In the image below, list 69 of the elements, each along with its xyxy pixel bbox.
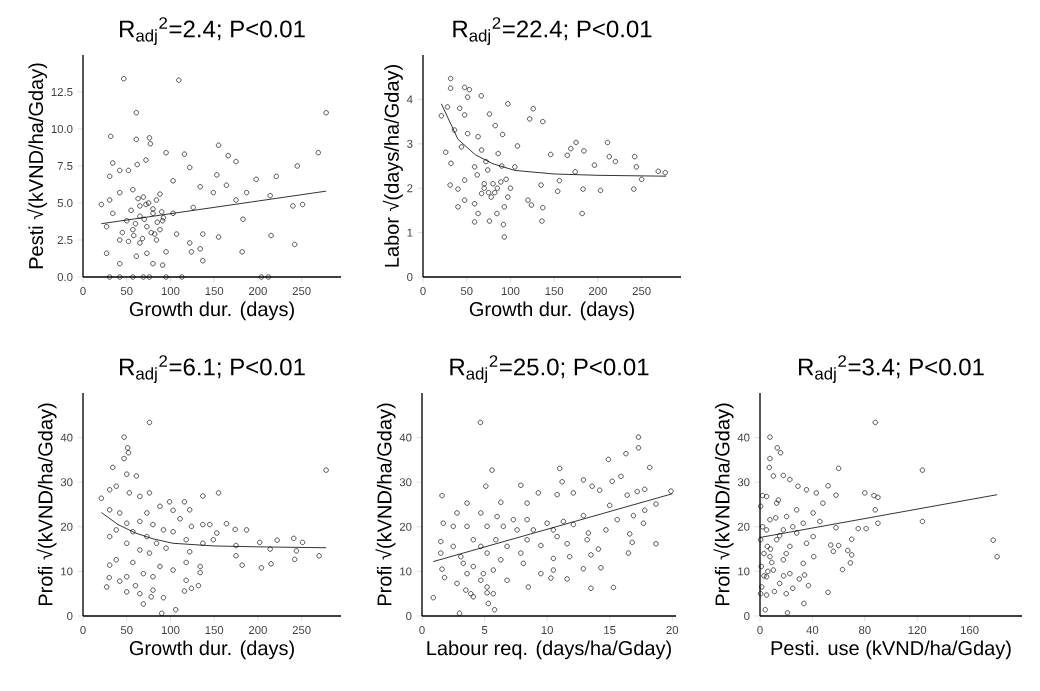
x-tick-label: 250: [292, 626, 311, 635]
x-tick-label: 15: [604, 626, 616, 634]
y-axis-title: Pesti √(kVND/ha/Gday): [27, 63, 48, 269]
chart-title: R$_{adj}$$^{2}$=25.0; P<0.01: [450, 355, 649, 383]
y-tick-label: 2.5: [57, 235, 73, 244]
x-tick-label: 0: [420, 287, 426, 296]
y-tick-label: 30: [399, 478, 412, 487]
y-tick-label: 10: [400, 567, 412, 576]
x-tick-label: 10: [541, 626, 553, 635]
y-tick-label: 0: [406, 611, 412, 620]
chart-title: R$_{adj}$$^{2}$=22.4; P<0.01: [453, 17, 652, 45]
y-axis-title: Labor √(days/ha/Gday): [382, 65, 403, 267]
x-tick-label: 0: [80, 626, 86, 635]
x-tick-label: 0: [419, 626, 425, 635]
x-tick-label: 150: [205, 287, 224, 296]
x-axis-title: Growth dur. (days): [129, 640, 294, 660]
x-tick-label: 80: [859, 626, 871, 635]
x-tick-label: 200: [249, 287, 267, 296]
x-axis-title: Pesti. use (kVND/ha/Gday): [771, 640, 1011, 660]
x-axis-title: Growth dur. (days): [129, 301, 294, 321]
x-tick-label: 150: [545, 287, 564, 296]
y-tick-label: 1: [407, 228, 413, 237]
y-tick-label: 7.5: [57, 162, 73, 170]
x-tick-label: 120: [908, 626, 927, 635]
x-tick-label: 250: [292, 287, 311, 296]
x-tick-label: 5: [481, 626, 488, 634]
y-tick-label: 2: [407, 184, 413, 193]
x-tick-label: 200: [589, 287, 607, 296]
chart-title: R$_{adj}$$^{2}$=3.4; P<0.01: [799, 355, 984, 383]
y-tick-label: 12.5: [51, 87, 73, 96]
x-tick-label: 100: [501, 287, 520, 296]
y-axis-title: Profi √(kVND/ha/Gday): [375, 403, 396, 606]
y-tick-label: 0.0: [57, 272, 73, 281]
y-tick-label: 0: [67, 611, 73, 620]
x-tick-label: 50: [120, 626, 133, 635]
x-tick-label: 0: [80, 287, 86, 296]
y-tick-label: 40: [399, 433, 412, 442]
x-tick-label: 100: [161, 626, 180, 635]
y-tick-label: 30: [737, 478, 750, 487]
y-tick-label: 40: [737, 433, 750, 442]
y-tick-label: 10.0: [51, 124, 73, 133]
x-tick-label: 50: [460, 287, 473, 296]
x-tick-label: 100: [161, 287, 180, 296]
y-tick-label: 20: [737, 522, 750, 531]
x-tick-label: 200: [249, 626, 267, 635]
y-tick-label: 0: [744, 611, 750, 620]
x-axis-title: Labour req. (days/ha/Gday): [427, 640, 671, 660]
y-tick-label: 10: [61, 567, 73, 576]
x-tick-label: 0: [757, 626, 763, 635]
x-axis-title: Growth dur. (days): [469, 301, 634, 321]
y-tick-label: 20: [60, 522, 73, 531]
x-tick-label: 250: [632, 287, 651, 296]
y-tick-label: 5.0: [57, 198, 73, 207]
y-axis-title: Profi √(kVND/ha/Gday): [36, 403, 57, 606]
x-tick-label: 20: [666, 626, 679, 635]
y-tick-label: 10: [738, 567, 750, 576]
y-tick-label: 40: [60, 433, 73, 442]
y-axis-title: Profi √(kVND/ha/Gday): [713, 403, 734, 606]
chart-title: R$_{adj}$$^{2}$=6.1; P<0.01: [120, 355, 305, 383]
y-tick-label: 30: [60, 478, 73, 487]
x-tick-label: 150: [205, 626, 224, 635]
y-tick-label: 3: [407, 139, 413, 148]
y-tick-label: 20: [399, 522, 412, 531]
chart-title: R$_{adj}$$^{2}$=2.4; P<0.01: [120, 17, 305, 45]
x-tick-label: 40: [806, 626, 819, 635]
y-tick-label: 0: [407, 272, 413, 281]
y-tick-label: 4: [406, 95, 413, 104]
x-tick-label: 50: [120, 287, 133, 296]
x-tick-label: 160: [961, 626, 979, 635]
